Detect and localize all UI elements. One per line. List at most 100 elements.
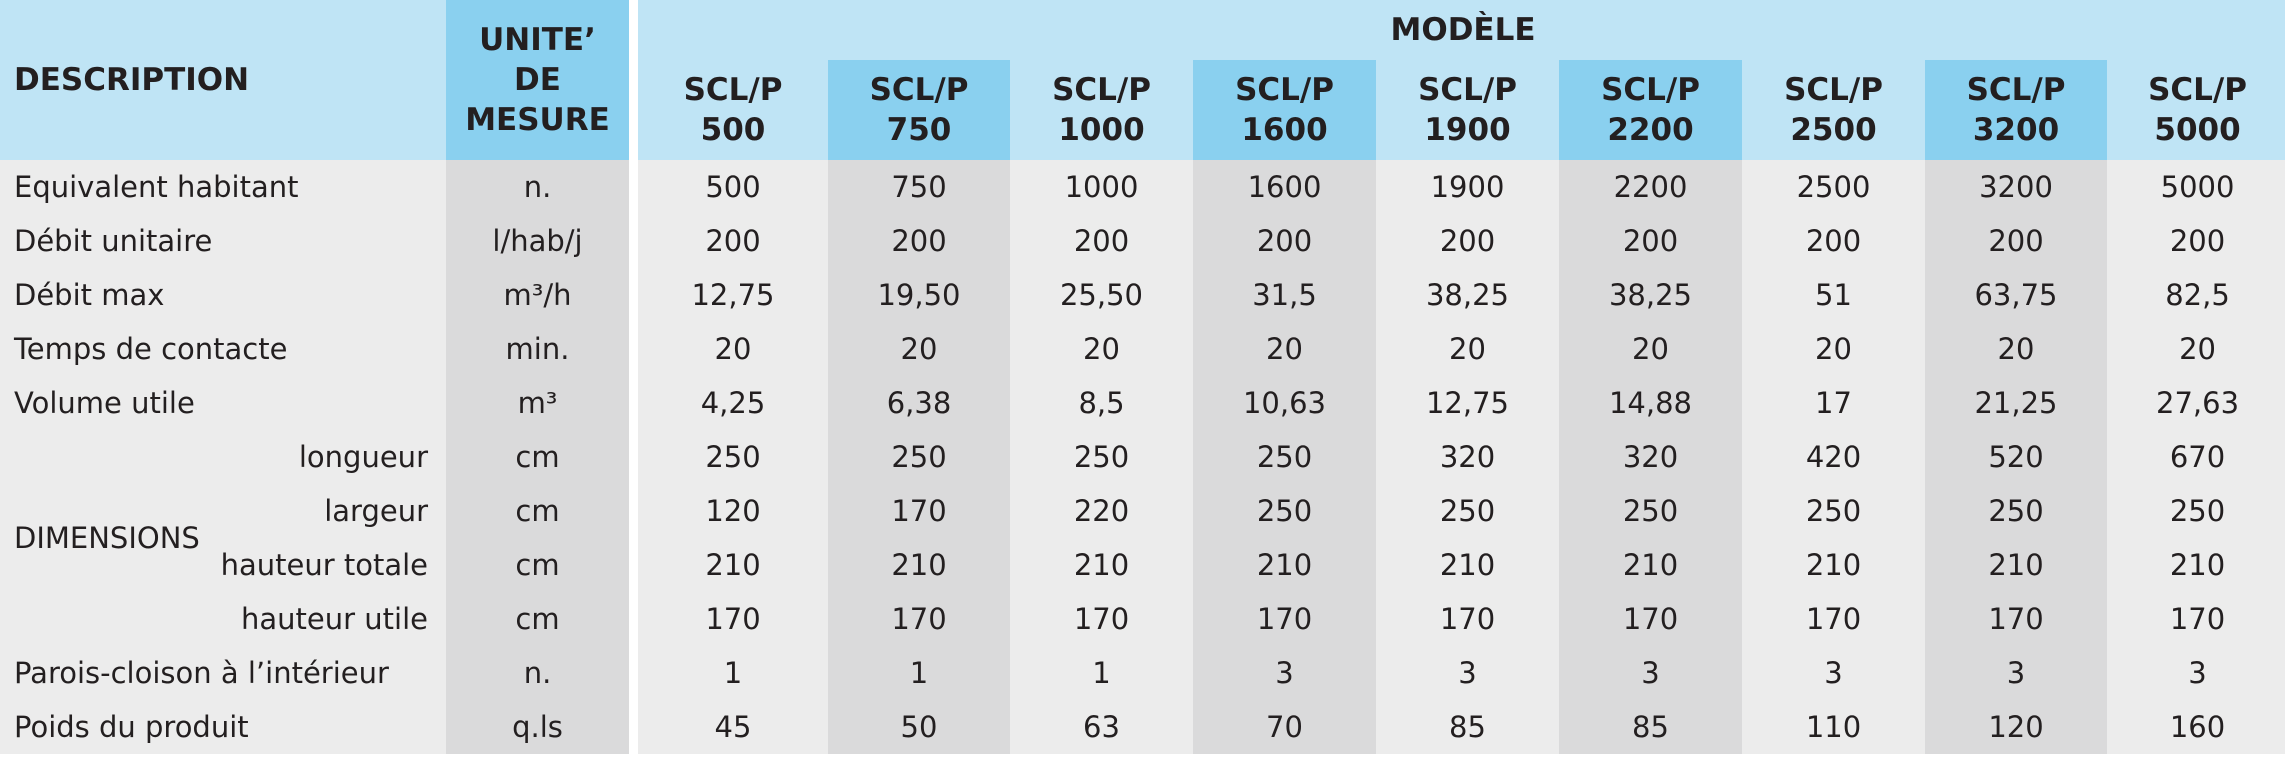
model-header-1900: SCL/P 1900 — [1376, 60, 1559, 160]
unit-cell: q.ls — [446, 700, 629, 754]
value-cell: 170 — [1376, 592, 1559, 646]
model-header-500: SCL/P 500 — [638, 60, 828, 160]
model-header-line: SCL/P — [1966, 72, 2066, 108]
value-cell: 220 — [1010, 484, 1193, 538]
value-cell: 45 — [638, 700, 828, 754]
value-cell: 210 — [1925, 538, 2107, 592]
value-cell: 210 — [1559, 538, 1742, 592]
table-row: Parois-cloison à l’intérieur n. 1 1 1 3 3 3 3 3 3 — [0, 646, 2285, 700]
value-cell: 6,38 — [828, 376, 1010, 430]
value-cell: 70 — [1193, 700, 1376, 754]
value-cell: 50 — [828, 700, 1010, 754]
unit-cell: m³ — [446, 376, 629, 430]
value-cell: 3 — [1925, 646, 2107, 700]
value-cell: 20 — [1376, 322, 1559, 376]
row-label: Volume utile — [0, 376, 446, 430]
value-cell: 31,5 — [1193, 268, 1376, 322]
model-header-line: SCL/P — [1601, 72, 1700, 108]
value-cell: 250 — [638, 430, 828, 484]
value-cell: 250 — [1742, 484, 1925, 538]
value-cell: 170 — [1742, 592, 1925, 646]
model-group-header: MODÈLE — [638, 0, 2285, 60]
value-cell: 170 — [828, 592, 1010, 646]
description-header: DESCRIPTION — [0, 0, 446, 160]
value-cell: 170 — [1010, 592, 1193, 646]
value-cell: 1000 — [1010, 160, 1193, 214]
column-divider — [629, 646, 638, 700]
value-cell: 200 — [1559, 214, 1742, 268]
value-cell: 210 — [2107, 538, 2285, 592]
model-header-line: 1000 — [1058, 112, 1145, 148]
value-cell: 1900 — [1376, 160, 1559, 214]
table-row: Volume utile m³ 4,25 6,38 8,5 10,63 12,75 14,88… — [0, 376, 2285, 430]
model-header-2200: SCL/P 2200 — [1559, 60, 1742, 160]
value-cell: 12,75 — [638, 268, 828, 322]
dimensions-group-cell: DIMENSIONS longueur largeur hauteur totale h… — [0, 430, 446, 646]
value-cell: 320 — [1376, 430, 1559, 484]
model-header-750: SCL/P 750 — [828, 60, 1010, 160]
dimensions-label: DIMENSIONS — [14, 521, 200, 555]
column-divider — [629, 322, 638, 376]
value-cell: 20 — [638, 322, 828, 376]
value-cell: 210 — [1742, 538, 1925, 592]
model-header-line: 1600 — [1241, 112, 1328, 148]
column-divider — [629, 484, 638, 538]
value-cell: 2500 — [1742, 160, 1925, 214]
table-row: Temps de contacte min. 20 20 20 20 20 20 20 20 20 — [0, 322, 2285, 376]
model-header-1000: SCL/P 1000 — [1010, 60, 1193, 160]
unit-cell: cm — [446, 430, 629, 484]
header-row-models: SCL/P 500 SCL/P 750 SCL/P 1000 SCL/P 1600 SCL/P 1… — [0, 60, 2285, 160]
value-cell: 1 — [638, 646, 828, 700]
value-cell: 19,50 — [828, 268, 1010, 322]
row-label: Débit max — [0, 268, 446, 322]
column-divider — [629, 700, 638, 754]
value-cell: 120 — [1925, 700, 2107, 754]
value-cell: 63,75 — [1925, 268, 2107, 322]
value-cell: 520 — [1925, 430, 2107, 484]
column-divider — [629, 0, 638, 160]
value-cell: 1600 — [1193, 160, 1376, 214]
value-cell: 210 — [828, 538, 1010, 592]
value-cell: 250 — [1925, 484, 2107, 538]
value-cell: 27,63 — [2107, 376, 2285, 430]
table-row: Equivalent habitant n. 500 750 1000 1600 1900 2… — [0, 160, 2285, 214]
value-cell: 3 — [2107, 646, 2285, 700]
table-row: DIMENSIONS longueur largeur hauteur totale h… — [0, 430, 2285, 646]
value-cell: 170 — [2107, 592, 2285, 646]
value-cell: 1 — [1010, 646, 1193, 700]
table-row: Débit unitaire l/hab/j 200 200 200 200 200 200 2… — [0, 214, 2285, 268]
column-divider — [629, 592, 638, 646]
model-header-3200: SCL/P 3200 — [1925, 60, 2107, 160]
model-header-line: 3200 — [1972, 112, 2060, 148]
unit-cell: m³/h — [446, 268, 629, 322]
value-cell: 20 — [1193, 322, 1376, 376]
value-cell: 210 — [1193, 538, 1376, 592]
dimension-sublabel: hauteur totale — [220, 548, 428, 582]
table-row: cm 210 210 210 210 210 210 210 210 210 — [0, 538, 2285, 592]
table-row: cm 170 170 170 170 170 170 170 170 170 — [0, 592, 2285, 646]
value-cell: 3 — [1742, 646, 1925, 700]
value-cell: 250 — [1193, 430, 1376, 484]
value-cell: 750 — [828, 160, 1010, 214]
model-header-line: SCL/P — [683, 72, 783, 108]
value-cell: 250 — [2107, 484, 2285, 538]
value-cell: 500 — [638, 160, 828, 214]
table-row: Poids du produit q.ls 45 50 63 70 85 85 110 120 16… — [0, 700, 2285, 754]
model-header-line: SCL/P — [1052, 72, 1151, 108]
unit-header-line: DE — [514, 62, 561, 98]
value-cell: 170 — [1559, 592, 1742, 646]
unit-cell: n. — [446, 160, 629, 214]
value-cell: 120 — [638, 484, 828, 538]
value-cell: 200 — [1193, 214, 1376, 268]
value-cell: 85 — [1376, 700, 1559, 754]
value-cell: 200 — [1376, 214, 1559, 268]
unit-cell: cm — [446, 538, 629, 592]
value-cell: 210 — [1010, 538, 1193, 592]
unit-cell: n. — [446, 646, 629, 700]
value-cell: 170 — [1193, 592, 1376, 646]
value-cell: 8,5 — [1010, 376, 1193, 430]
value-cell: 5000 — [2107, 160, 2285, 214]
row-label: Débit unitaire — [0, 214, 446, 268]
model-header-line: 750 — [886, 112, 952, 148]
